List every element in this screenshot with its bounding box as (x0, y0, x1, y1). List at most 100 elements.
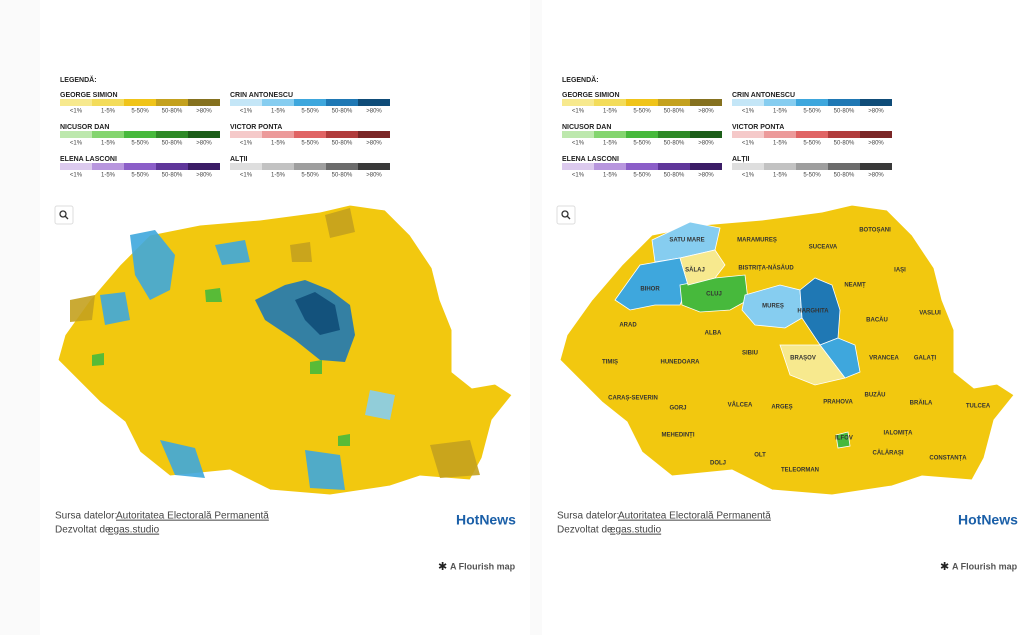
legend-swatch (60, 131, 92, 138)
legend-swatch (732, 131, 764, 138)
legend-scale-label: >80% (196, 173, 212, 179)
legend-scale-label: 50-80% (834, 173, 855, 179)
developer-link[interactable]: egas.studio (610, 525, 662, 536)
county-label: DOLJ (710, 461, 726, 467)
legend-scale-label: 50-80% (162, 141, 183, 147)
legend-scale-label: <1% (240, 109, 253, 115)
source-label: Sursa datelor: (557, 511, 619, 522)
legend-swatch (690, 131, 722, 138)
legend-swatch (92, 99, 124, 106)
legend-scale-label: 1-5% (271, 109, 286, 115)
map-region (255, 280, 355, 362)
legend-scale-label: 5-50% (131, 109, 149, 115)
county-region (679, 249, 726, 286)
legend-scale-label: 50-80% (332, 109, 353, 115)
legend-swatch (230, 163, 262, 170)
legend-swatch (562, 163, 594, 170)
legend-scale-label: 5-50% (131, 141, 149, 147)
legend-scale-label: >80% (868, 173, 884, 179)
legend-scale-label: <1% (572, 109, 585, 115)
map-region (92, 353, 104, 366)
county-label: ARAD (619, 323, 637, 329)
candidate-name: NICUSOR DAN (562, 124, 611, 131)
legend-scale-label: 50-80% (834, 141, 855, 147)
legend-swatch (626, 131, 658, 138)
legend-scale-label: 5-50% (803, 173, 821, 179)
candidate-name: GEORGE SIMION (60, 92, 118, 99)
legend-swatch (230, 99, 262, 106)
county-label: ALBA (705, 331, 722, 337)
map-region (325, 208, 355, 238)
legend-swatch (860, 131, 892, 138)
legend-swatch (658, 163, 690, 170)
legend-swatch (188, 99, 220, 106)
legend-swatch (690, 163, 722, 170)
legend-scale-label: 50-80% (664, 109, 685, 115)
legend-swatch (188, 163, 220, 170)
legend-scale-label: 5-50% (803, 109, 821, 115)
legend-swatch (562, 131, 594, 138)
legend-swatch (796, 99, 828, 106)
candidate-name: CRIN ANTONESCU (732, 92, 795, 99)
legend-scale-label: 1-5% (773, 141, 788, 147)
developer-label: Dezvoltat de (557, 525, 613, 536)
developer-link[interactable]: egas.studio (108, 525, 160, 536)
county-label: VASLUI (919, 311, 941, 317)
legend-swatch (326, 131, 358, 138)
flourish-credit[interactable]: A Flourish map (952, 561, 1018, 571)
developer-label: Dezvoltat de (55, 525, 111, 536)
legend-swatch (690, 99, 722, 106)
legend-scale-label: 5-50% (131, 173, 149, 179)
county-label: IAȘI (894, 268, 906, 274)
map-region (305, 450, 345, 490)
county-region (799, 277, 841, 346)
legend-swatch (828, 99, 860, 106)
flourish-credit[interactable]: A Flourish map (450, 561, 516, 571)
legend-scale-label: 5-50% (633, 109, 651, 115)
legend-swatch (594, 131, 626, 138)
legend-scale-label: <1% (240, 173, 253, 179)
county-region (741, 284, 803, 329)
county-region (779, 344, 846, 386)
county-label: SATU MARE (669, 238, 704, 244)
candidate-name: ELENA LASCONI (562, 156, 619, 163)
county-label: GALAȚI (914, 356, 937, 362)
legend-swatch (188, 131, 220, 138)
map-region (295, 292, 340, 335)
search-icon (566, 215, 571, 220)
legend-scale-label: 1-5% (773, 109, 788, 115)
legend-swatch (764, 131, 796, 138)
legend-swatch (92, 163, 124, 170)
search-button[interactable] (54, 205, 74, 225)
county-label: BIHOR (640, 287, 660, 293)
legend-swatch (358, 99, 390, 106)
county-label: PRAHOVA (823, 400, 853, 406)
candidate-name: GEORGE SIMION (562, 92, 620, 99)
legend-scale-label: 1-5% (271, 173, 286, 179)
source-link[interactable]: Autoritatea Electorală Permanentă (116, 511, 269, 522)
legend-scale-label: <1% (70, 109, 83, 115)
legend-scale-label: 1-5% (101, 141, 116, 147)
county-label: TULCEA (966, 404, 991, 410)
legend-scale-label: 50-80% (162, 109, 183, 115)
legend-scale-label: <1% (742, 141, 755, 147)
county-label: CONSTANȚA (929, 456, 967, 462)
legend-scale-label: >80% (366, 141, 382, 147)
legend-scale-label: <1% (572, 141, 585, 147)
county-label: VÂLCEA (728, 402, 753, 409)
legend-scale-label: >80% (698, 173, 714, 179)
county-label: SĂLAJ (685, 267, 705, 274)
legend-scale-label: <1% (742, 109, 755, 115)
legend-scale-label: 5-50% (301, 109, 319, 115)
map-region (338, 434, 350, 446)
source-link[interactable]: Autoritatea Electorală Permanentă (618, 511, 771, 522)
search-icon (64, 215, 69, 220)
legend-swatch (358, 163, 390, 170)
search-button[interactable] (556, 205, 576, 225)
legend-swatch (562, 99, 594, 106)
legend-swatch (262, 99, 294, 106)
map-region (290, 242, 312, 262)
legend-scale-label: >80% (366, 173, 382, 179)
county-label: TELEORMAN (781, 468, 819, 474)
county-label: MARAMUREȘ (737, 238, 777, 244)
